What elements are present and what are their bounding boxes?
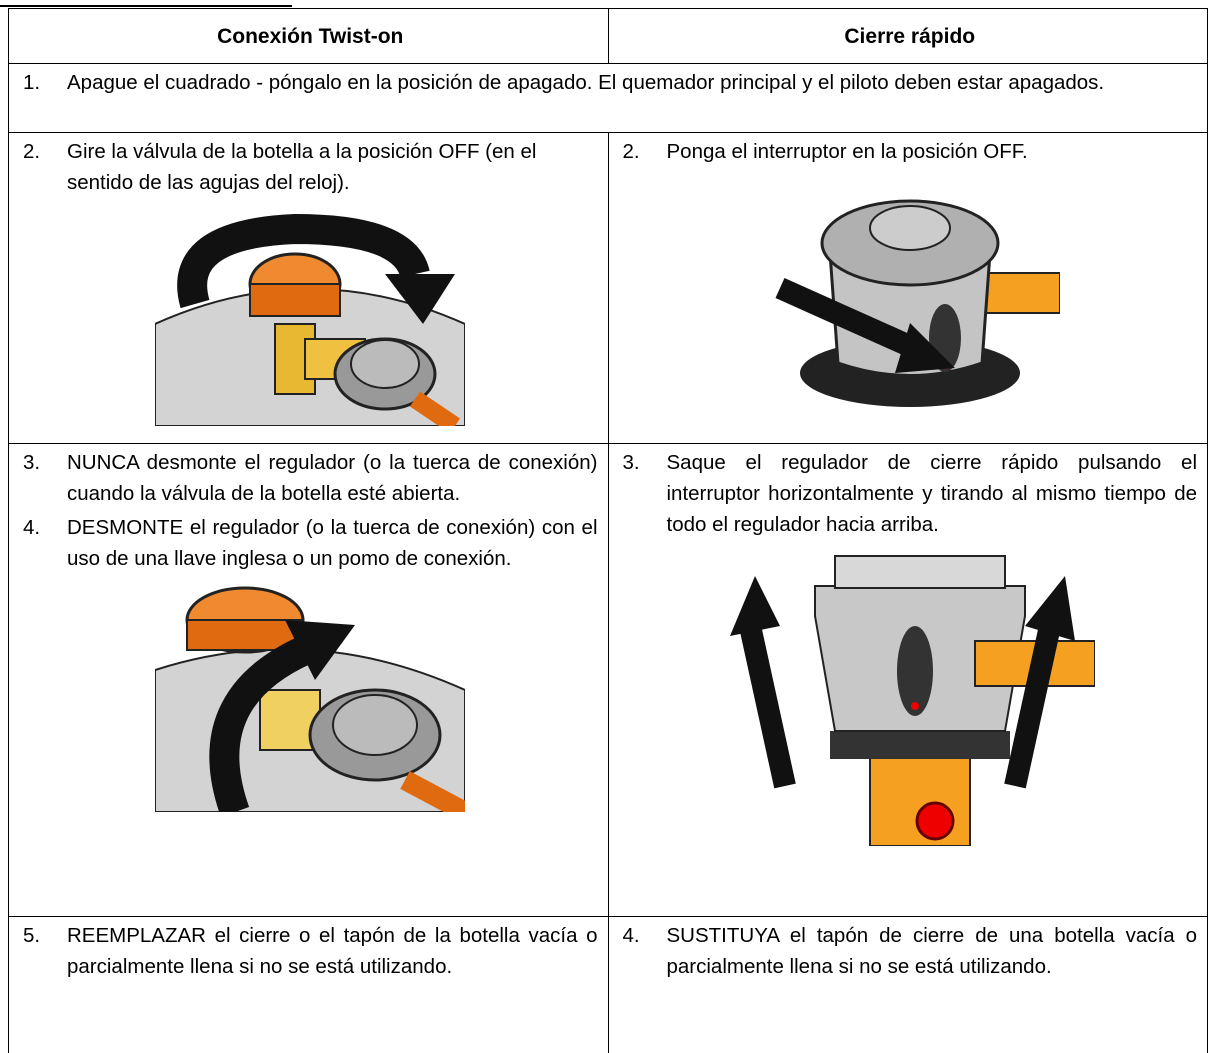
step-number: 2. <box>23 140 41 163</box>
illustration <box>729 555 1095 846</box>
rule <box>0 5 292 7</box>
instructions-table: Conexión Twist-on Cierre rápido 1. Apague… <box>8 8 1208 1053</box>
step-number: 4. <box>622 924 640 947</box>
step-text: DESMONTE el regulador (o la tuerca de co… <box>67 516 598 570</box>
step-number: 4. <box>23 516 41 539</box>
step-text: SUSTITUYA el tapón de cierre de una bote… <box>666 924 1198 978</box>
illustration <box>775 199 1060 407</box>
row: 5. REEMPLAZAR el cierre o el tapón de la … <box>8 916 1208 1053</box>
step-text: Saque el regulador de cierre rápido puls… <box>666 451 1198 536</box>
row: 1. Apague el cuadrado - póngalo en la pos… <box>8 63 1208 133</box>
row: 2. Gire la válvula de la botella a la pos… <box>8 132 1208 444</box>
cell: 3. Saque el regulador de cierre rápido pu… <box>607 443 1208 917</box>
step-number: 2. <box>622 140 640 163</box>
header-row: Conexión Twist-on Cierre rápido <box>8 8 1208 64</box>
header: Cierre rápido <box>607 8 1208 64</box>
illustration <box>155 213 466 426</box>
header: Conexión Twist-on <box>8 8 609 64</box>
step-text: REEMPLAZAR el cierre o el tapón de la bo… <box>67 924 598 978</box>
step-number: 3. <box>622 451 640 474</box>
row: 3. NUNCA desmonte el regulador (o la tuer… <box>8 443 1208 917</box>
step-text: Gire la válvula de la botella a la posic… <box>67 140 537 194</box>
cell: 2. Gire la válvula de la botella a la pos… <box>8 132 609 444</box>
cell: 2. Ponga el interruptor en la posición OF… <box>607 132 1208 444</box>
cell: 5. REEMPLAZAR el cierre o el tapón de la … <box>8 916 609 1053</box>
cell: 1. Apague el cuadrado - póngalo en la pos… <box>8 63 1208 133</box>
step-number: 3. <box>23 451 41 474</box>
step-text: Ponga el interruptor en la posición OFF. <box>666 140 1028 163</box>
step-text: Apague el cuadrado - póngalo en la posic… <box>67 71 1105 94</box>
illustration <box>155 586 466 812</box>
cell: 4. SUSTITUYA el tapón de cierre de una bo… <box>607 916 1208 1053</box>
step-number: 5. <box>23 924 41 947</box>
step-text: NUNCA desmonte el regulador (o la tuerca… <box>67 451 598 505</box>
step-number: 1. <box>23 71 41 94</box>
cell: 3. NUNCA desmonte el regulador (o la tuer… <box>8 443 609 917</box>
